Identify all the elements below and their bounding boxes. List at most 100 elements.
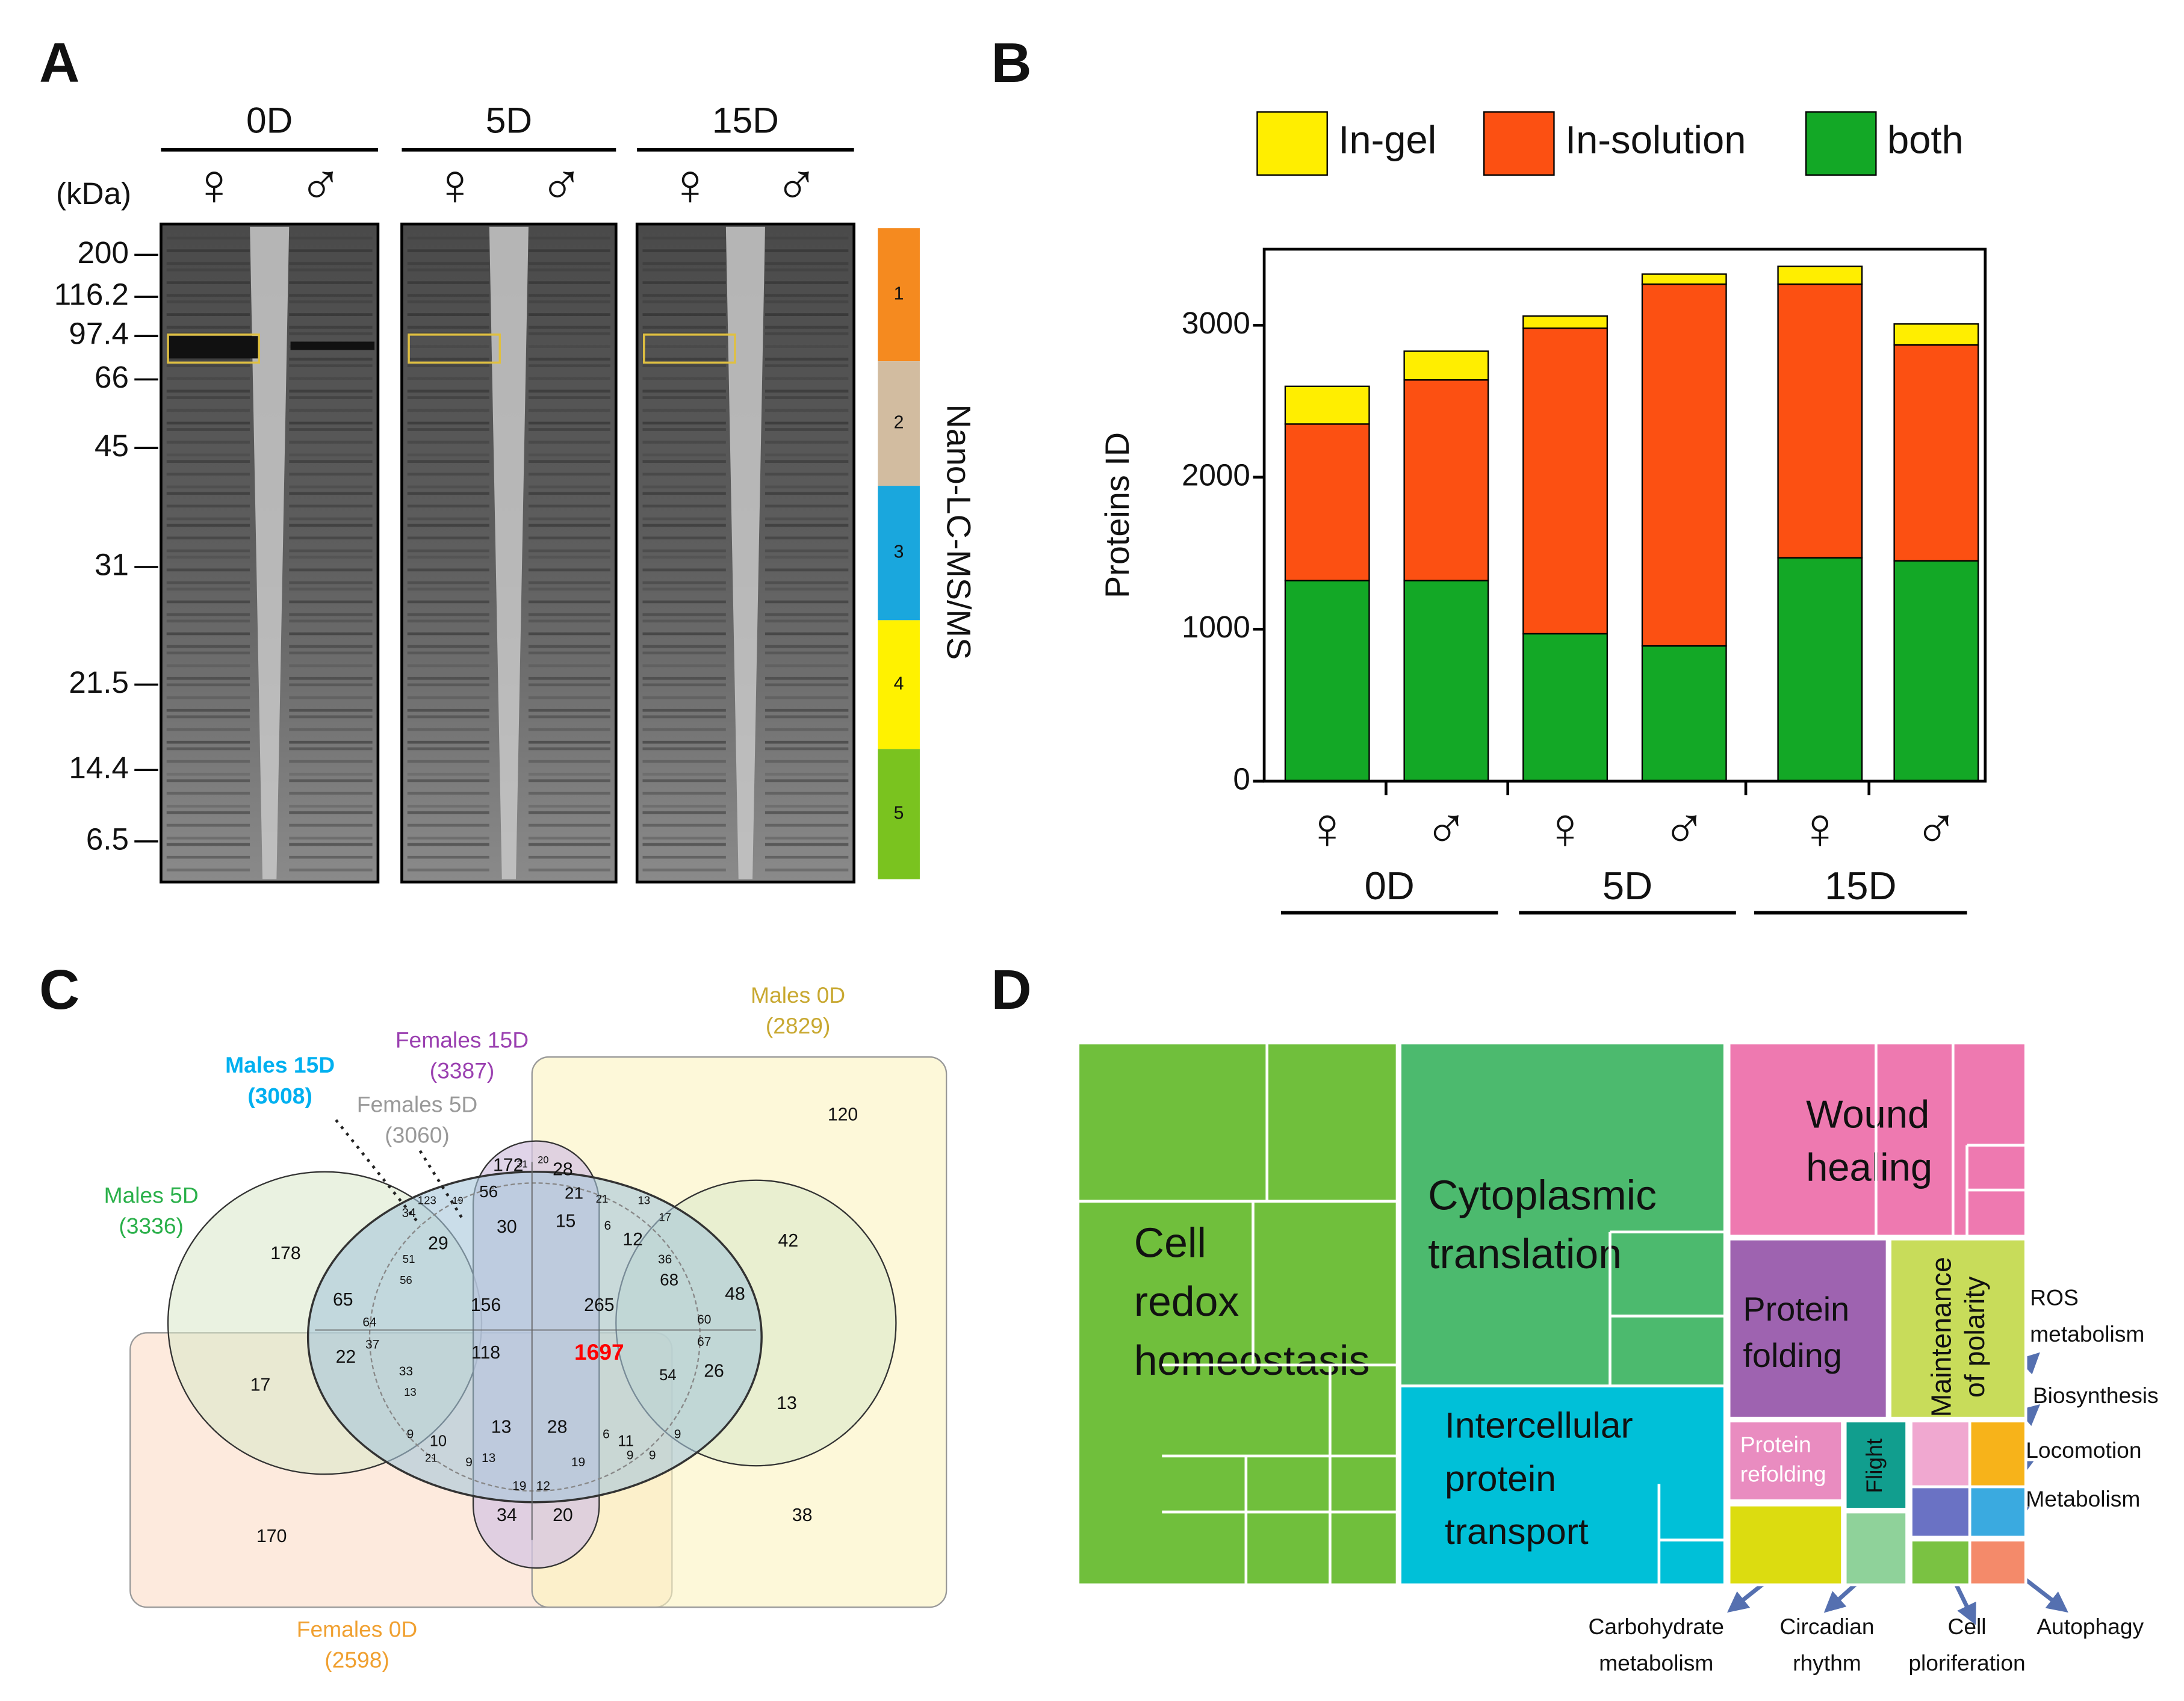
center-count: 1697 (574, 1339, 624, 1365)
region-count: 172 (493, 1155, 523, 1175)
bar-segment (1522, 633, 1608, 782)
region-count: 120 (828, 1105, 858, 1125)
bar-segment (1403, 350, 1489, 381)
plot-frame (1262, 247, 1987, 783)
treemap-box (1968, 1419, 2027, 1489)
fraction (878, 620, 920, 749)
region-count: 17 (250, 1375, 271, 1395)
region-count: 42 (778, 1231, 799, 1251)
region-count: 13 (777, 1393, 797, 1413)
lane-gap (250, 226, 290, 879)
region-count: 170 (256, 1526, 287, 1546)
treemap-box (1968, 1485, 2027, 1539)
marker-label: 31 (95, 548, 129, 582)
callout-label: metabolism (2030, 1321, 2144, 1346)
region-count: 67 (697, 1335, 711, 1349)
bar-segment (1893, 344, 1979, 562)
bar-segment (1777, 283, 1863, 559)
fraction (878, 361, 920, 486)
group-label: 5D (1602, 864, 1652, 908)
region-count: 9 (649, 1448, 656, 1462)
y-axis-label: Proteins ID (1098, 432, 1136, 598)
region-count: 19 (452, 1195, 463, 1206)
y-tick-label: 3000 (1182, 306, 1250, 340)
fraction (878, 228, 920, 362)
sex-symbol: ♀ (433, 152, 477, 217)
group-label: 0D (246, 100, 293, 141)
region-count: 48 (725, 1284, 745, 1304)
bar-segment (1893, 323, 1979, 346)
bar-segment (1284, 423, 1370, 581)
region-count: 31 (517, 1159, 527, 1170)
legend-label: both (1887, 117, 1964, 161)
region-count: 34 (402, 1206, 416, 1220)
bar-segment (1893, 560, 1979, 782)
set-count: (3387) (430, 1058, 495, 1083)
box-label: protein (1445, 1458, 1556, 1499)
callout-label: Metabolism (2026, 1486, 2140, 1511)
region-count: 9 (627, 1448, 634, 1462)
region-count: 12 (536, 1479, 550, 1493)
panel-letter: A (39, 31, 79, 94)
callout-label: Cell (1947, 1614, 1986, 1639)
box-label: Intercellular (1445, 1404, 1633, 1445)
region-count: 68 (660, 1271, 678, 1289)
region-count: 178 (270, 1244, 300, 1263)
excised-box (643, 333, 736, 364)
band (168, 336, 259, 359)
callout-label: ROS (2030, 1284, 2079, 1310)
box-label: Wound (1806, 1092, 1929, 1136)
treemap-box (1909, 1419, 1971, 1489)
region-count: 13 (491, 1417, 512, 1437)
region-count: 13 (638, 1194, 650, 1207)
callout-label: Autophagy (2037, 1614, 2144, 1639)
group-label: 0D (1365, 864, 1415, 908)
box-label: of polarity (1959, 1276, 1990, 1398)
band (290, 341, 375, 350)
marker-label: 14.4 (69, 751, 129, 785)
x-tick-label: ♂ (1662, 796, 1706, 861)
region-count: 28 (547, 1417, 568, 1437)
legend-swatch (1805, 111, 1877, 176)
set-name: Females 0D (297, 1617, 418, 1642)
marker-label: 200 (78, 235, 129, 270)
bar-segment (1403, 379, 1489, 581)
region-count: 19 (571, 1455, 585, 1469)
region-count: 56 (400, 1274, 412, 1286)
set-name: Females 15D (396, 1027, 529, 1052)
x-tick-label: ♂ (1914, 796, 1958, 861)
region-count: 60 (697, 1313, 711, 1327)
region-count: 13 (482, 1451, 495, 1465)
marker-label: 21.5 (69, 665, 129, 699)
sex-symbol: ♂ (539, 152, 583, 217)
pointer (335, 1119, 421, 1226)
legend-label: In-gel (1338, 117, 1436, 161)
callout-label: Locomotion (2026, 1437, 2141, 1463)
callout-label: rhythm (1793, 1650, 1861, 1675)
region-count: 29 (428, 1234, 448, 1254)
treemap-box (1968, 1538, 2027, 1587)
callout-label: Circadian (1779, 1614, 1874, 1639)
box-label: healing (1806, 1145, 1932, 1189)
region-count: 51 (403, 1253, 415, 1265)
excised-box (408, 333, 501, 364)
region-count: 9 (407, 1428, 414, 1442)
region-count: 19 (512, 1479, 526, 1493)
region-count: 26 (704, 1361, 724, 1381)
region-count: 54 (659, 1367, 676, 1384)
region-count: 34 (497, 1505, 517, 1525)
method-label: Nano-LC-MS/MS (940, 404, 978, 660)
set-count: (3336) (119, 1213, 184, 1239)
region-count: 21 (565, 1183, 583, 1202)
sex-symbol: ♀ (192, 152, 236, 217)
set-count: (3060) (385, 1122, 450, 1147)
set-name: Males 0D (751, 982, 845, 1008)
marker-label: 116.2 (54, 277, 129, 312)
marker-label: 97.4 (69, 317, 129, 351)
unit-label: (kDa) (56, 176, 131, 211)
bar-segment (1641, 645, 1727, 782)
fraction (878, 486, 920, 621)
box-label: redox (1134, 1278, 1239, 1325)
